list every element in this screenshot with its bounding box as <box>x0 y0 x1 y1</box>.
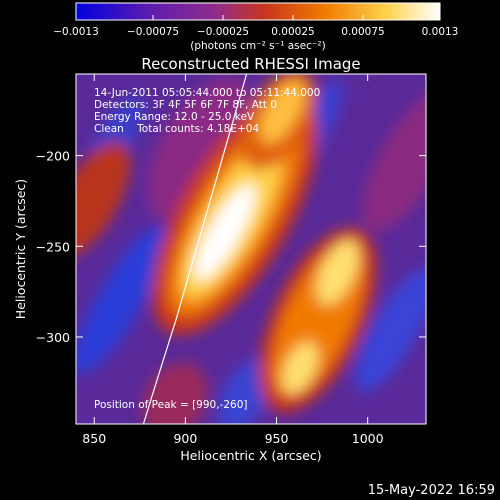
info-line-energy: Energy Range: 12.0 - 25.0 keV <box>94 111 255 123</box>
x-tick-label: 1000 <box>352 431 384 446</box>
info-annotations: 14-Jun-2011 05:05:44.000 to 05:11:44.000… <box>94 87 320 135</box>
footer-date: 15-May-2022 16:59 <box>368 483 495 498</box>
info-line-detectors: Detectors: 3F 4F 5F 6F 7F 8F, Att 0 <box>94 99 277 111</box>
y-tick-label: −300 <box>36 330 70 345</box>
heatmap-blob <box>259 80 305 144</box>
colorbar-tick-label: 0.0013 <box>422 26 459 38</box>
info-line-time: 14-Jun-2011 05:05:44.000 to 05:11:44.000 <box>94 87 320 99</box>
chart-title: Reconstructed RHESSI Image <box>141 55 360 73</box>
plot-frame <box>75 73 427 425</box>
x-axis-ticks: 850 900 950 1000 <box>82 74 384 446</box>
x-tick-label: 850 <box>82 431 106 446</box>
colorbar-tick-label: 0.00025 <box>271 26 314 38</box>
heatmap-blob <box>76 141 131 259</box>
heatmap-blob <box>355 268 426 392</box>
colorbar-tick-label: −0.00075 <box>127 26 179 38</box>
y-axis-label: Heliocentric Y (arcsec) <box>13 179 28 319</box>
colorbar-tick-label: 0.00075 <box>341 26 384 38</box>
heatmap-blob <box>147 77 253 223</box>
colorbar <box>76 3 440 20</box>
colorbar-ticks: −0.0013 −0.00075 −0.00025 0.00025 0.00075 0.0… <box>53 15 458 38</box>
heatmap-blob <box>281 341 319 395</box>
colorbar-tick-label: −0.00025 <box>197 26 249 38</box>
heatmap-blob <box>362 89 426 231</box>
x-tick-label: 900 <box>173 431 197 446</box>
x-tick-label: 950 <box>265 431 289 446</box>
peak-position-label: Position of Peak = [990,-260] <box>94 399 248 411</box>
solar-limb-curve <box>142 74 248 424</box>
heatmap-blob <box>316 239 360 305</box>
heatmap-blob <box>76 225 167 375</box>
info-line-counts: Clean Total counts: 4.18E+04 <box>94 123 259 135</box>
y-tick-label: −200 <box>36 149 70 164</box>
heatmap-image <box>76 74 426 424</box>
heatmap-blob <box>142 362 208 424</box>
colorbar-tick-label: −0.0013 <box>53 26 99 38</box>
x-axis-label: Heliocentric X (arcsec) <box>180 448 321 463</box>
heatmap-blob <box>217 358 273 424</box>
heatmap-blob <box>194 183 256 281</box>
y-axis-ticks: −200 −250 −300 <box>36 149 426 345</box>
y-tick-label: −250 <box>36 239 70 254</box>
plot-area <box>76 74 426 424</box>
colorbar-unit-label: (photons cm⁻² s⁻¹ asec⁻²) <box>190 40 325 52</box>
colorbar-frame <box>75 2 441 21</box>
